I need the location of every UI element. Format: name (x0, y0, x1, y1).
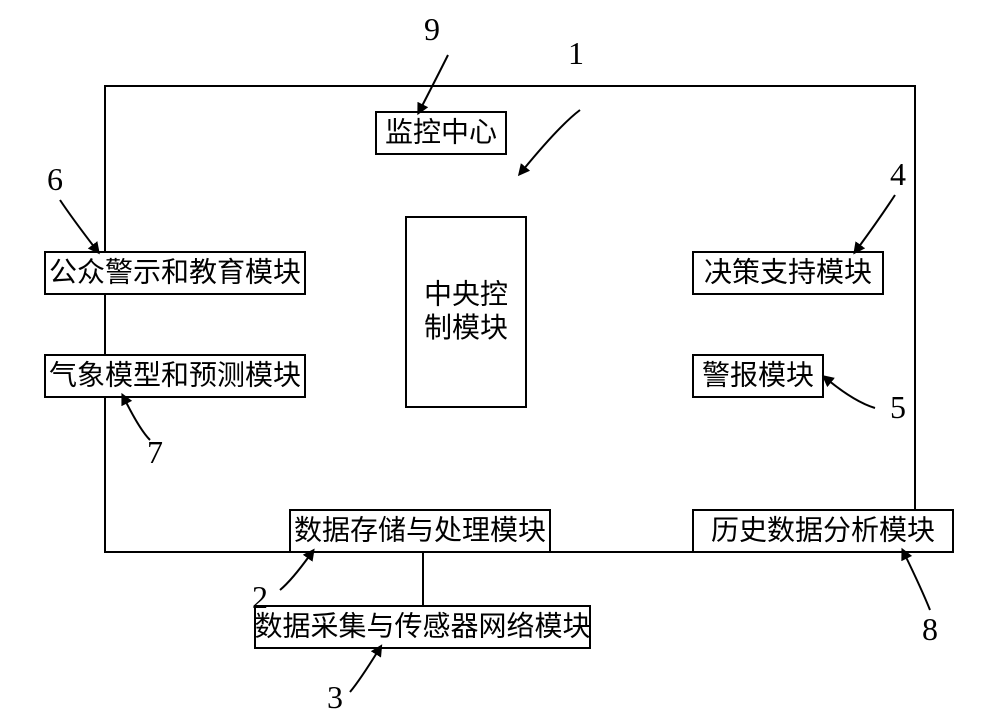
callout-label-7: 7 (147, 434, 163, 470)
node-label: 数据存储与处理模块 (294, 514, 546, 546)
node-meteo: 气象模型和预测模块 (45, 355, 305, 397)
callout-label-8: 8 (922, 611, 938, 647)
callout-label-2: 2 (252, 579, 268, 615)
callout-arrow-8 (905, 555, 930, 610)
node-label: 警报模块 (702, 359, 814, 391)
node-label: 公众警示和教育模块 (49, 256, 301, 288)
node-history: 历史数据分析模块 (693, 510, 953, 552)
callout-label-5: 5 (890, 389, 906, 425)
node-label: 决策支持模块 (704, 256, 872, 288)
callout-label-6: 6 (47, 161, 63, 197)
callout-label-4: 4 (890, 156, 906, 192)
node-label: 历史数据分析模块 (711, 514, 935, 546)
node-decision: 决策支持模块 (693, 252, 883, 294)
callout-label-9: 9 (424, 11, 440, 47)
node-box (406, 217, 526, 407)
node-monitor: 监控中心 (376, 112, 506, 154)
node-storage: 数据存储与处理模块 (290, 510, 550, 552)
callout-arrow-2 (280, 555, 310, 590)
callout-arrow-3 (350, 651, 378, 692)
node-label: 监控中心 (385, 116, 497, 148)
node-label: 中央控 (424, 279, 508, 311)
system-diagram: 中央控制模块 监控中心公众警示和教育模块气象模型和预测模块 决策支持模块警报模块数据… (0, 0, 1000, 719)
node-label: 气象模型和预测模块 (49, 359, 301, 391)
callout-label-1: 1 (568, 35, 584, 71)
node-label: 数据采集与传感器网络模块 (254, 610, 590, 642)
node-center: 中央控制模块 (406, 217, 526, 407)
callout-label-3: 3 (327, 679, 343, 715)
node-alarm: 警报模块 (693, 355, 823, 397)
node-collect: 数据采集与传感器网络模块 (254, 606, 590, 648)
callout-arrow-6 (60, 200, 95, 248)
node-label: 制模块 (424, 312, 508, 344)
node-public: 公众警示和教育模块 (45, 252, 305, 294)
